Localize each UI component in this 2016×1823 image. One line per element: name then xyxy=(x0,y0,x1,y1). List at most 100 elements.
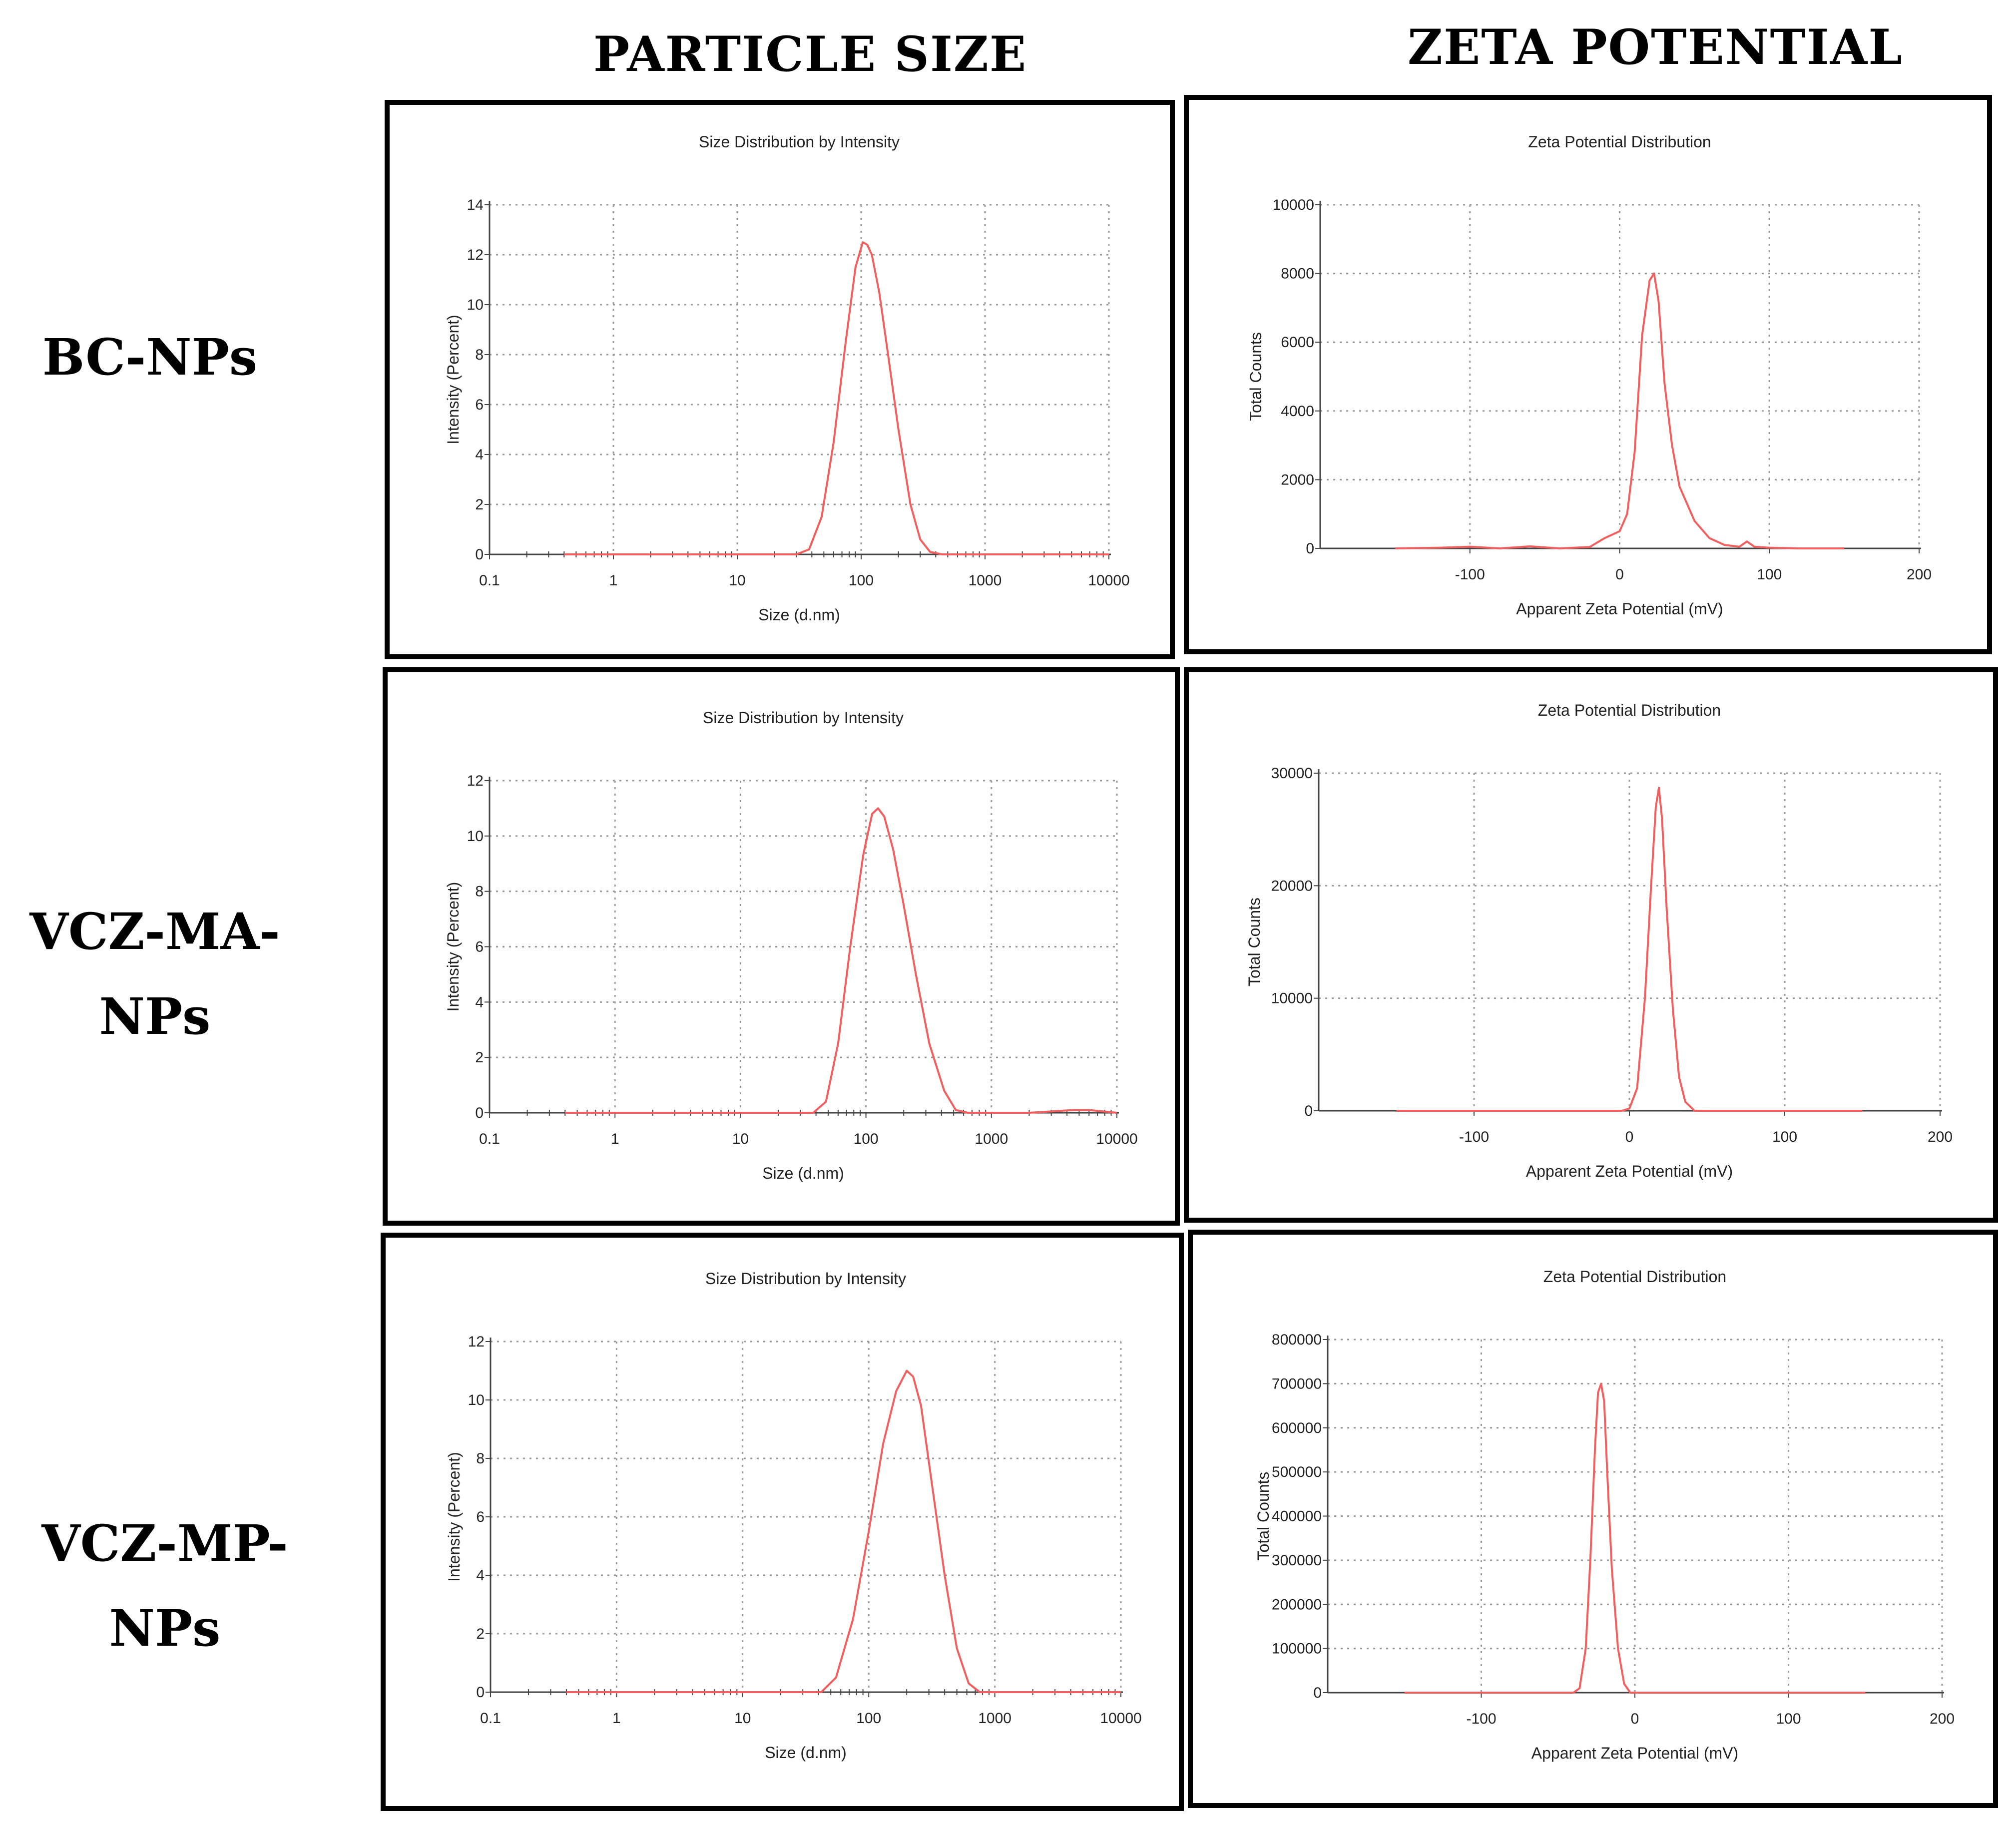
y-tick-label: 4 xyxy=(475,994,484,1010)
chart-title: Size Distribution by Intensity xyxy=(705,1270,906,1288)
x-tick-label: 1 xyxy=(612,1710,621,1727)
chart-title: Zeta Potential Distribution xyxy=(1528,133,1711,151)
x-tick-label: 1000 xyxy=(978,1710,1011,1727)
data-series-line xyxy=(566,1369,1121,1693)
row-label-line: NPs xyxy=(99,987,211,1046)
mp-size-chart: 0 2 4 6 8 10 12 0.1 1 10 100 1000 10000 Size Distribu… xyxy=(445,1270,1142,1762)
y-tick-label: 10 xyxy=(467,828,484,845)
x-axis-label: Size (d.nm) xyxy=(758,606,840,624)
y-tick-label: 14 xyxy=(467,197,484,213)
x-tick-label: 100 xyxy=(856,1710,881,1727)
mp-zeta-chart: 0 100000 200000 300000 400000 500000 600000 700… xyxy=(1254,1268,1955,1762)
y-tick-label: 2 xyxy=(475,496,484,513)
y-tick-label: 400000 xyxy=(1272,1508,1322,1525)
x-tick-label: 10 xyxy=(729,572,745,589)
y-tick-label: 500000 xyxy=(1272,1464,1322,1480)
row-label-line: VCZ-MP- xyxy=(41,1514,288,1573)
bc-size-panel: 0 2 4 6 8 10 12 14 0.1 1 10 100 1000 10000 Size Distri… xyxy=(385,100,1175,659)
y-tick-label: 4 xyxy=(475,447,484,463)
x-tick-label: 10 xyxy=(734,1710,751,1727)
x-tick-label: 100 xyxy=(1776,1711,1801,1727)
y-tick-label: 12 xyxy=(467,247,484,263)
chart-title: Size Distribution by Intensity xyxy=(699,133,900,151)
y-tick-label: 12 xyxy=(468,1334,485,1350)
y-tick-label: 10000 xyxy=(1271,990,1313,1007)
x-tick-label: 100 xyxy=(854,1131,879,1147)
y-tick-label: 12 xyxy=(467,773,484,789)
bc-size-chart: 0 2 4 6 8 10 12 14 0.1 1 10 100 1000 10000 Size Distri… xyxy=(444,133,1130,624)
x-tick-label: 100 xyxy=(1757,566,1782,583)
y-tick-label: 4000 xyxy=(1281,403,1314,420)
y-axis-label: Intensity (Percent) xyxy=(444,882,462,1012)
y-tick-label: 0 xyxy=(1306,540,1314,557)
x-tick-label: -100 xyxy=(1466,1711,1496,1727)
ma-zeta-panel: 0 10000 20000 30000 -100 0 100 200 Zeta Potentia… xyxy=(1184,667,1998,1223)
y-axis-label: Total Counts xyxy=(1254,1472,1272,1561)
x-tick-label: -100 xyxy=(1455,566,1485,583)
y-tick-label: 8 xyxy=(475,347,484,363)
chart-title: Zeta Potential Distribution xyxy=(1543,1268,1726,1286)
x-axis-label: Size (d.nm) xyxy=(765,1744,847,1762)
y-tick-label: 2 xyxy=(476,1626,485,1642)
ma-size-chart: 0 2 4 6 8 10 12 0.1 1 10 100 1000 10000 Size Distribu… xyxy=(444,709,1138,1182)
y-tick-label: 20000 xyxy=(1271,878,1313,894)
y-tick-label: 10 xyxy=(468,1392,485,1408)
y-tick-label: 0 xyxy=(1304,1103,1313,1119)
data-series-line xyxy=(564,241,1109,555)
x-tick-label: 100 xyxy=(1772,1129,1797,1145)
column-header-particle-size: PARTICLE SIZE xyxy=(593,26,1027,82)
y-tick-label: 0 xyxy=(476,1684,485,1701)
y-tick-label: 2000 xyxy=(1281,471,1314,488)
x-tick-label: 0 xyxy=(1631,1711,1639,1727)
x-tick-label: 1000 xyxy=(975,1131,1008,1147)
y-tick-label: 8000 xyxy=(1281,266,1314,282)
mp-zeta-panel: 0 100000 200000 300000 400000 500000 600000 700… xyxy=(1188,1230,1998,1808)
y-axis-label: Total Counts xyxy=(1245,898,1263,986)
x-tick-label: 0.1 xyxy=(479,572,500,589)
y-tick-label: 800000 xyxy=(1272,1332,1322,1348)
x-tick-label: 0 xyxy=(1625,1129,1634,1145)
y-tick-label: 10000 xyxy=(1273,197,1314,213)
ma-zeta-chart: 0 10000 20000 30000 -100 0 100 200 Zeta Potentia… xyxy=(1245,701,1953,1180)
y-tick-label: 2 xyxy=(475,1049,484,1066)
ma-size-panel: 0 2 4 6 8 10 12 0.1 1 10 100 1000 10000 Size Distribu… xyxy=(383,667,1180,1226)
x-tick-label: 200 xyxy=(1907,566,1932,583)
y-tick-label: 10 xyxy=(467,297,484,313)
y-tick-label: 6 xyxy=(476,1509,485,1525)
row-label-line: NPs xyxy=(109,1599,221,1658)
mp-size-panel: 0 2 4 6 8 10 12 0.1 1 10 100 1000 10000 Size Distribu… xyxy=(381,1233,1184,1811)
y-tick-label: 0 xyxy=(475,546,484,563)
row-label-vcz-mp-nps: VCZ-MP- NPs xyxy=(25,1501,305,1671)
y-axis-label: Total Counts xyxy=(1247,332,1265,421)
y-tick-label: 6 xyxy=(475,939,484,955)
y-tick-label: 8 xyxy=(475,884,484,900)
row-label-bc-nps: BC-NPs xyxy=(20,315,280,400)
y-tick-label: 0 xyxy=(475,1105,484,1121)
y-tick-label: 30000 xyxy=(1271,765,1313,782)
x-tick-label: 10000 xyxy=(1088,572,1129,589)
row-label-line: BC-NPs xyxy=(42,328,258,387)
x-tick-label: 1000 xyxy=(969,572,1002,589)
x-tick-label: 200 xyxy=(1928,1129,1953,1145)
x-axis-label: Apparent Zeta Potential (mV) xyxy=(1516,600,1723,618)
x-axis-label: Apparent Zeta Potential (mV) xyxy=(1526,1162,1733,1180)
x-tick-label: 0.1 xyxy=(479,1131,500,1147)
y-tick-label: 600000 xyxy=(1272,1420,1322,1436)
x-tick-label: 10000 xyxy=(1096,1131,1137,1147)
y-tick-label: 700000 xyxy=(1272,1375,1322,1392)
y-tick-label: 100000 xyxy=(1272,1641,1322,1657)
row-label-line: VCZ-MA- xyxy=(29,902,280,961)
y-tick-label: 0 xyxy=(1313,1685,1322,1701)
x-tick-label: 0.1 xyxy=(480,1710,501,1727)
x-tick-label: -100 xyxy=(1459,1129,1489,1145)
chart-title: Zeta Potential Distribution xyxy=(1538,701,1721,719)
data-series-line xyxy=(565,807,1117,1114)
y-tick-label: 200000 xyxy=(1272,1596,1322,1613)
x-tick-label: 100 xyxy=(849,572,874,589)
bc-zeta-panel: 0 2000 4000 6000 8000 10000 -100 0 100 200 Zeta Po… xyxy=(1184,95,1992,654)
x-tick-label: 10 xyxy=(732,1131,749,1147)
x-axis-label: Apparent Zeta Potential (mV) xyxy=(1531,1744,1738,1762)
x-tick-label: 1 xyxy=(611,1131,619,1147)
y-axis-label: Intensity (Percent) xyxy=(445,1452,463,1582)
x-axis-label: Size (d.nm) xyxy=(762,1164,844,1182)
